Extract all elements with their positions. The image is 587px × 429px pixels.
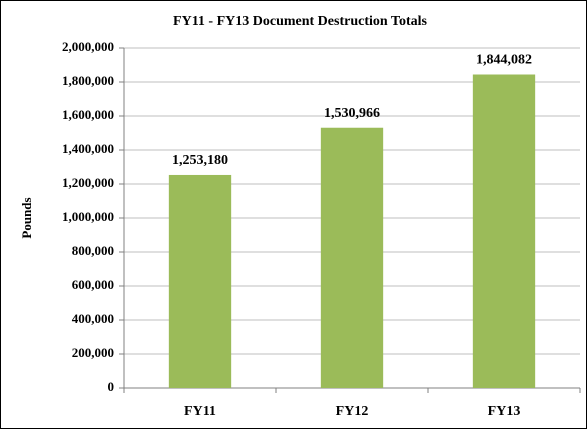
chart-title: FY11 - FY13 Document Destruction Totals	[173, 14, 427, 29]
y-axis-label: Pounds	[19, 197, 34, 238]
y-tick-label: 1,800,000	[62, 73, 114, 88]
data-label: 1,844,082	[476, 53, 532, 68]
data-label: 1,253,180	[172, 153, 228, 168]
x-tick-label: FY12	[336, 404, 369, 419]
bar	[320, 127, 384, 388]
y-tick-label: 1,400,000	[62, 141, 114, 156]
data-label: 1,530,966	[324, 106, 380, 121]
y-tick-label: 800,000	[72, 243, 114, 258]
y-tick-label: 400,000	[72, 311, 114, 326]
y-tick-label: 200,000	[72, 345, 114, 360]
y-tick-label: 600,000	[72, 277, 114, 292]
bar	[472, 74, 536, 389]
y-tick-label: 0	[108, 379, 115, 394]
bar	[168, 174, 232, 388]
x-tick-label: FY13	[488, 404, 521, 419]
x-tick-label: FY11	[184, 404, 216, 419]
y-tick-label: 1,000,000	[62, 209, 114, 224]
y-tick-label: 1,600,000	[62, 107, 114, 122]
y-tick-label: 2,000,000	[62, 39, 114, 54]
y-tick-label: 1,200,000	[62, 175, 114, 190]
